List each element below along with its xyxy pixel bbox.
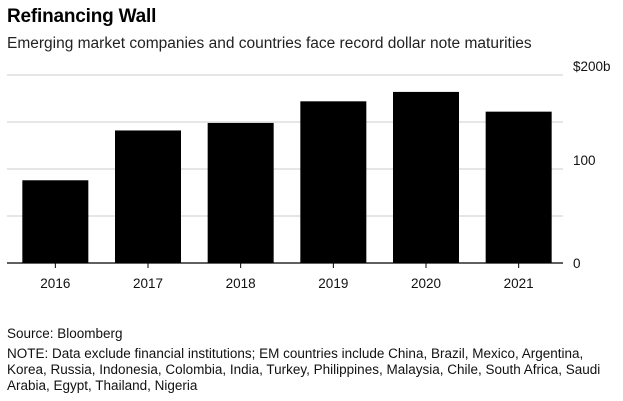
- bar-2017: [115, 130, 181, 263]
- y-tick-label: 0: [573, 256, 581, 271]
- bar-2019: [300, 101, 367, 263]
- bar-chart: 2016 2017 2018 2019 2020 2021 0 100 $200b: [7, 60, 611, 291]
- y-tick-label: $200b: [573, 60, 611, 74]
- x-axis-tick-labels: 2016 2017 2018 2019 2020 2021: [40, 263, 534, 291]
- y-tick-label: 100: [573, 153, 596, 168]
- x-tick-label: 2020: [411, 276, 441, 291]
- y-axis-tick-labels: 0 100 $200b: [573, 60, 611, 271]
- bar-2021: [485, 111, 552, 263]
- chart-subtitle: Emerging market companies and countries …: [7, 35, 532, 52]
- bar-2016: [22, 180, 89, 263]
- gridlines: [7, 74, 563, 264]
- x-tick-label: 2018: [226, 276, 256, 291]
- bar-2020: [393, 91, 459, 263]
- x-tick-label: 2017: [133, 276, 163, 291]
- source-note: Source: Bloomberg: [7, 326, 123, 341]
- chart-title: Refinancing Wall: [7, 6, 157, 27]
- x-tick-label: 2019: [318, 276, 348, 291]
- x-tick-label: 2021: [504, 276, 534, 291]
- bar-2018: [207, 122, 274, 263]
- x-tick-label: 2016: [40, 276, 70, 291]
- footnote: NOTE: Data exclude financial institution…: [7, 346, 601, 393]
- bars: [22, 91, 552, 263]
